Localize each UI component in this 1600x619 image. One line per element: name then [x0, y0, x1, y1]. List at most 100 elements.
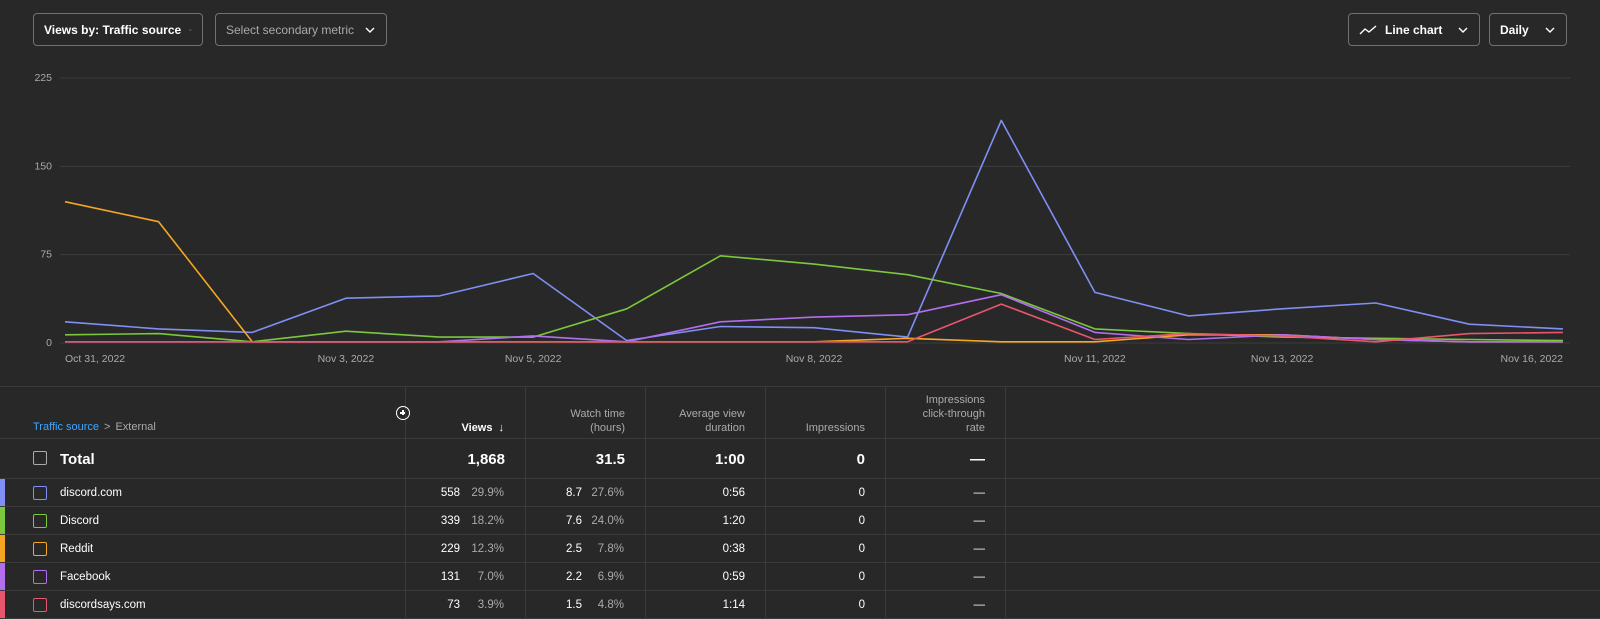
watch-time-value: 2.2 — [566, 571, 582, 583]
y-tick-label: 75 — [40, 249, 52, 261]
breadcrumb-current: External — [115, 421, 156, 433]
avg-duration-value: 0:38 — [722, 543, 745, 555]
avg-duration-column-header[interactable]: Average view duration — [660, 407, 745, 435]
watch-time-value: 1.5 — [566, 599, 582, 611]
ctr-value: — — [973, 515, 986, 527]
row-checkbox[interactable] — [33, 570, 47, 584]
secondary-metric-dropdown[interactable]: Select secondary metric — [215, 13, 387, 46]
traffic-source-table: Traffic source > External Views ↓ Watch tim… — [0, 386, 1600, 619]
ctr-header-line1: Impressions — [925, 394, 985, 406]
series-line-discordsays-com[interactable] — [65, 303, 1564, 343]
views-value: 131 — [440, 571, 460, 583]
views-percent: 18.2% — [471, 515, 504, 527]
secondary-metric-placeholder: Select secondary metric — [226, 22, 355, 37]
series-line-discord[interactable] — [64, 255, 1564, 343]
series-color-bar — [0, 507, 5, 534]
x-tick-label: Nov 13, 2022 — [1251, 353, 1314, 365]
ctr-header-line2: click-through — [922, 408, 985, 420]
ctr-value: — — [973, 599, 986, 611]
x-tick-label: Nov 11, 2022 — [1064, 353, 1126, 365]
total-impressions: 0 — [856, 451, 865, 468]
ctr-header-line3: rate — [966, 422, 985, 434]
column-divider — [525, 386, 526, 619]
column-divider — [405, 386, 406, 619]
table-row[interactable]: discord.com 558 29.9% 8.7 27.6% 0:56 0 — — [0, 479, 1600, 507]
chart-type-dropdown[interactable]: Line chart — [1348, 13, 1480, 46]
series-color-bar — [0, 535, 5, 562]
source-name: Reddit — [60, 543, 94, 555]
views-percent: 29.9% — [471, 487, 504, 499]
impressions-header-label: Impressions — [805, 422, 865, 434]
views-column-header[interactable]: Views ↓ — [420, 421, 505, 435]
x-tick-label: Oct 31, 2022 — [65, 353, 125, 365]
avg-duration-value: 1:14 — [722, 599, 745, 611]
y-tick-label: 150 — [34, 160, 52, 172]
series-line-discord-com[interactable] — [64, 119, 1564, 342]
add-column-icon[interactable] — [396, 406, 410, 420]
table-row[interactable]: Reddit 229 12.3% 2.5 7.8% 0:38 0 — — [0, 535, 1600, 563]
avg-duration-header-line1: Average view — [679, 408, 745, 420]
column-divider — [885, 386, 886, 619]
x-tick-label: Nov 8, 2022 — [786, 353, 843, 365]
avg-duration-value: 0:59 — [722, 571, 745, 583]
breadcrumb-traffic-source-link[interactable]: Traffic source — [33, 421, 100, 433]
primary-metric-label: Views by: Traffic source — [44, 22, 182, 37]
x-tick-label: Nov 3, 2022 — [318, 353, 375, 365]
views-value: 73 — [447, 599, 460, 611]
series-color-bar — [0, 563, 5, 590]
y-tick-label: 225 — [34, 72, 52, 84]
chart-toolbar: Views by: Traffic source Select secondar… — [0, 0, 1600, 60]
breadcrumb: Traffic source > External — [33, 421, 156, 433]
views-percent: 3.9% — [477, 599, 504, 611]
views-percent: 12.3% — [471, 543, 504, 555]
views-line-chart[interactable]: 225 150 75 0 Oct 31, 2022 Nov 3, 2022 Nov 5, … — [0, 60, 1600, 365]
total-avg-duration: 1:00 — [714, 451, 745, 468]
impressions-value: 0 — [858, 487, 865, 499]
total-ctr: — — [970, 451, 985, 468]
y-tick-label: 0 — [46, 337, 52, 349]
watch-time-header-line2: (hours) — [590, 422, 625, 434]
watch-time-percent: 7.8% — [597, 543, 624, 555]
series-line-reddit[interactable] — [64, 200, 1563, 343]
watch-time-column-header[interactable]: Watch time (hours) — [540, 407, 625, 435]
views-header-label: Views — [461, 422, 493, 434]
row-checkbox[interactable] — [33, 542, 47, 556]
ctr-column-header[interactable]: Impressions click-through rate — [900, 393, 985, 435]
watch-time-value: 8.7 — [566, 487, 582, 499]
row-checkbox[interactable] — [33, 514, 47, 528]
primary-metric-dropdown[interactable]: Views by: Traffic source — [33, 13, 203, 46]
chart-series[interactable] — [64, 119, 1564, 343]
watch-time-percent: 4.8% — [597, 599, 624, 611]
chart-grid — [60, 77, 1570, 344]
chevron-down-icon — [1545, 27, 1555, 33]
watch-time-header-line1: Watch time — [570, 408, 625, 420]
impressions-value: 0 — [858, 599, 865, 611]
views-percent: 7.0% — [477, 571, 504, 583]
series-color-bar — [0, 591, 5, 618]
views-value: 339 — [440, 515, 460, 527]
interval-label: Daily — [1500, 22, 1529, 37]
row-checkbox[interactable] — [33, 486, 47, 500]
source-name: Facebook — [60, 571, 111, 583]
breadcrumb-separator: > — [104, 421, 111, 433]
x-tick-label: Nov 16, 2022 — [1501, 353, 1564, 365]
total-checkbox[interactable] — [33, 451, 47, 465]
table-row[interactable]: Facebook 131 7.0% 2.2 6.9% 0:59 0 — — [0, 563, 1600, 591]
column-divider — [645, 386, 646, 619]
interval-dropdown[interactable]: Daily — [1489, 13, 1567, 46]
impressions-column-header[interactable]: Impressions — [780, 421, 865, 435]
total-watch-time: 31.5 — [595, 451, 625, 468]
table-row[interactable]: Discord 339 18.2% 7.6 24.0% 1:20 0 — — [0, 507, 1600, 535]
table-row[interactable]: discordsays.com 73 3.9% 1.5 4.8% 1:14 0 — — [0, 591, 1600, 619]
avg-duration-header-line2: duration — [705, 422, 745, 434]
row-checkbox[interactable] — [33, 598, 47, 612]
table-header: Traffic source > External Views ↓ Watch tim… — [0, 386, 1600, 439]
watch-time-percent: 27.6% — [591, 487, 624, 499]
watch-time-value: 7.6 — [566, 515, 582, 527]
total-views: 1,868 — [467, 451, 505, 468]
chart-type-label: Line chart — [1385, 22, 1443, 37]
source-name: discordsays.com — [60, 599, 146, 611]
y-axis-labels: 225 150 75 0 — [34, 72, 52, 349]
column-divider — [1005, 386, 1006, 619]
ctr-value: — — [973, 543, 986, 555]
